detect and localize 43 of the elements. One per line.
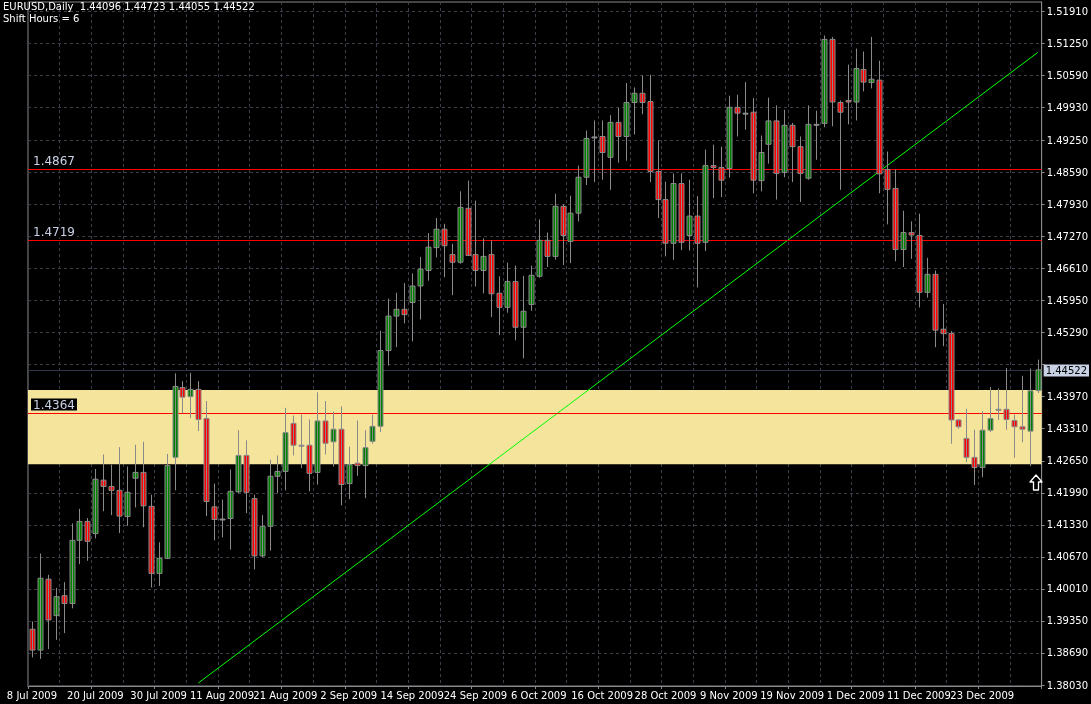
x-tick-label: 19 Nov 2009 (760, 689, 825, 701)
y-tick-label: 1.39350 (1046, 615, 1089, 627)
x-tick-label: 16 Oct 2009 (571, 689, 634, 701)
x-tick-label: 20 Jul 2009 (67, 689, 124, 701)
y-tick-label: 1.49930 (1046, 101, 1089, 113)
x-tick-label: 21 Aug 2009 (253, 689, 318, 701)
x-tick-label: 11 Aug 2009 (189, 689, 255, 701)
ref-line-label: 1.4719 (33, 224, 75, 239)
y-tick-label: 1.38690 (1046, 647, 1089, 659)
x-tick-label: 30 Jul 2009 (130, 689, 187, 701)
y-tick-label: 1.43310 (1046, 423, 1089, 435)
y-tick-label: 1.41330 (1046, 519, 1089, 531)
x-tick-label: 14 Sep 2009 (380, 689, 444, 701)
y-tick-label: 1.45950 (1046, 295, 1089, 307)
y-tick-label: 1.51910 (1046, 5, 1089, 17)
ref-line-label: 1.44522 (1045, 365, 1088, 376)
x-tick-label: 23 Dec 2009 (950, 689, 1015, 701)
x-tick-label: 8 Jul 2009 (6, 689, 58, 701)
ref-line-label: 1.4364 (33, 397, 75, 412)
y-tick-label: 1.40670 (1046, 551, 1089, 563)
y-tick-label: 1.50590 (1046, 69, 1089, 81)
x-tick-label: 2 Sep 2009 (320, 689, 378, 701)
y-tick-label: 1.45290 (1046, 327, 1089, 339)
chart-title: EURUSD,Daily 1.44096 1.44723 1.44055 1.44522 (3, 0, 255, 12)
x-tick-label: 28 Oct 2009 (634, 689, 697, 701)
y-tick-label: 1.42650 (1046, 455, 1089, 467)
x-tick-label: 24 Sep 2009 (443, 689, 508, 701)
y-tick-label: 1.49250 (1046, 134, 1089, 146)
y-tick-label: 1.47930 (1046, 198, 1089, 210)
y-tick-label: 1.41990 (1046, 487, 1089, 499)
y-tick-label: 1.48590 (1046, 166, 1089, 178)
y-tick-label: 1.46610 (1046, 263, 1089, 275)
y-tick-label: 1.40010 (1046, 583, 1089, 595)
y-tick-label: 1.38030 (1046, 679, 1089, 691)
x-tick-label: 6 Oct 2009 (511, 689, 567, 701)
y-tick-label: 1.51250 (1046, 37, 1089, 49)
ref-line-label: 1.4867 (33, 153, 75, 168)
x-tick-label: 9 Nov 2009 (700, 689, 758, 701)
y-tick-label: 1.47270 (1046, 230, 1089, 242)
text: Shift Hours = 6 (3, 12, 80, 24)
x-tick-label: 1 Dec 2009 (826, 689, 885, 701)
x-tick-label: 11 Dec 2009 (886, 689, 951, 701)
y-tick-label: 1.43970 (1046, 391, 1089, 403)
